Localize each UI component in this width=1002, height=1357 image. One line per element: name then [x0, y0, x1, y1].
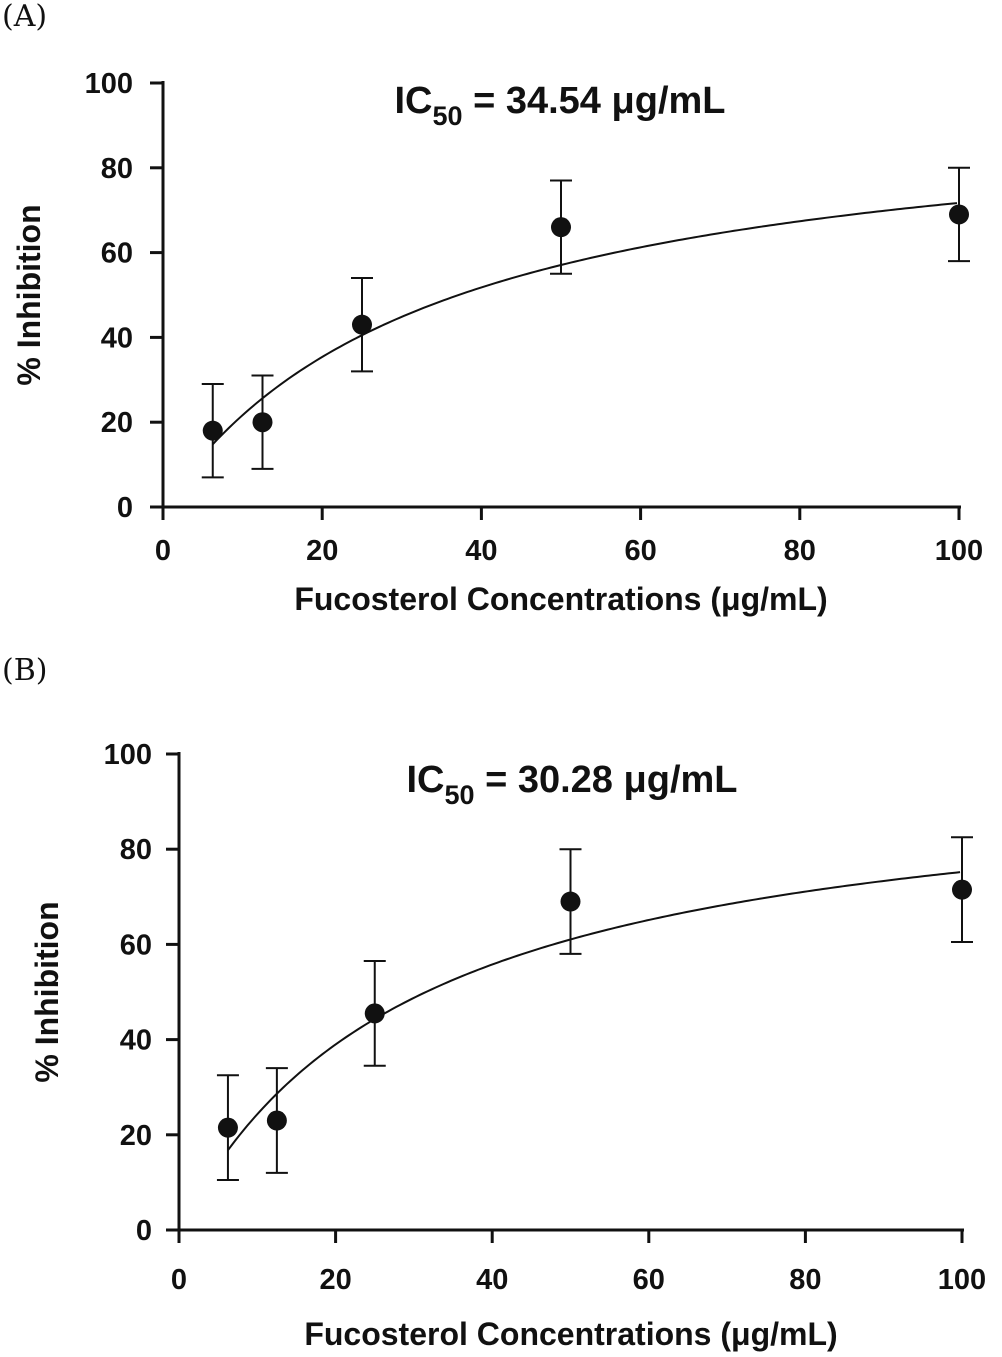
- chart-b-title-prefix: IC: [406, 759, 444, 801]
- panel-label-b: (B): [2, 653, 48, 688]
- panel-label-a: (A): [2, 0, 48, 34]
- chart-b-title: IC50 = 30.28 μg/mL: [406, 759, 737, 810]
- chart-a-title-subscript: 50: [432, 101, 462, 131]
- chart-b-x-tick-label: 20: [319, 1264, 351, 1296]
- chart-a-y-tick-label: 0: [117, 492, 133, 524]
- chart-b-x-axis-title: Fucosterol Concentrations (μg/mL): [304, 1316, 837, 1352]
- chart-a-x-tick-label: 80: [784, 535, 816, 567]
- inhibition-chart-a: 0 20 40 60 80 100 0 20 40 60 80 100 Fucosterol Conce…: [11, 68, 983, 617]
- chart-b-fit-curve: [227, 871, 961, 1151]
- chart-b-x-tick-label: 40: [476, 1264, 508, 1296]
- chart-a-y-tick-label: 100: [85, 68, 133, 100]
- chart-b-data-point: [266, 1110, 287, 1131]
- chart-b-y-axis-title: % Inhibition: [29, 901, 65, 1082]
- chart-a-title: IC50 = 34.54 μg/mL: [394, 80, 725, 131]
- chart-b-x-tick-label: 80: [789, 1264, 821, 1296]
- chart-b-y-tick-label: 0: [136, 1215, 152, 1247]
- chart-b-y-tick-label: 20: [120, 1120, 152, 1152]
- chart-a-x-tick-label: 60: [624, 535, 656, 567]
- chart-b-y-tick-label: 40: [120, 1025, 152, 1057]
- chart-a-y-tick-label: 80: [101, 153, 133, 185]
- chart-a-y-axis-title: % Inhibition: [11, 204, 47, 385]
- chart-a-data-point: [949, 204, 969, 225]
- chart-a-title-prefix: IC: [394, 80, 432, 122]
- chart-a-data-point: [202, 420, 223, 441]
- chart-b-x-tick-label: 60: [633, 1264, 665, 1296]
- chart-b-data-point: [952, 879, 972, 900]
- chart-b-title-suffix: = 30.28 μg/mL: [475, 759, 738, 801]
- chart-b-y-tick-label: 60: [120, 929, 152, 961]
- chart-a-fit-curve: [212, 202, 958, 445]
- chart-b-data-point: [364, 1003, 385, 1024]
- chart-a-x-tick-label: 20: [306, 535, 338, 567]
- chart-b-x-tick-label: 0: [171, 1264, 187, 1296]
- chart-a-y-tick-label: 60: [101, 238, 133, 270]
- chart-a-y-tick-label: 20: [101, 407, 133, 439]
- chart-b-y-tick-label: 100: [104, 739, 152, 771]
- chart-b-title-subscript: 50: [444, 780, 474, 810]
- chart-b-y-tick-label: 80: [120, 834, 152, 866]
- chart-b-x-tick-label: 100: [938, 1264, 986, 1296]
- chart-a-title-suffix: = 34.54 μg/mL: [463, 80, 726, 122]
- chart-a-data-point: [252, 412, 273, 433]
- chart-a-y-tick-label: 40: [101, 322, 133, 354]
- chart-b-data-point: [217, 1117, 238, 1138]
- chart-a-data-point: [551, 217, 571, 238]
- chart-b-data-point: [560, 891, 581, 912]
- chart-a-x-axis-title: Fucosterol Concentrations (μg/mL): [294, 581, 827, 617]
- chart-a-x-tick-label: 0: [155, 535, 171, 567]
- chart-a-data-point: [352, 314, 372, 335]
- inhibition-chart-b: 0 20 40 60 80 100 0 20 40 60 80 100 Fucosterol Conce…: [29, 739, 986, 1352]
- chart-a-x-tick-label: 40: [465, 535, 497, 567]
- chart-a-x-tick-label: 100: [935, 535, 983, 567]
